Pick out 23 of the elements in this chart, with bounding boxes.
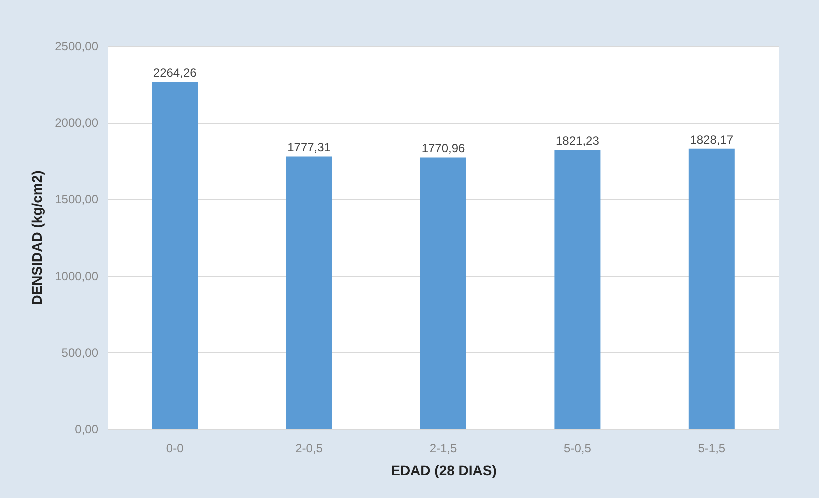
y-tick-label: 0,00: [75, 422, 99, 436]
data-label: 1777,31: [288, 140, 332, 155]
y-tick-label: 500,00: [62, 346, 99, 360]
bar: [688, 148, 735, 429]
bar: [554, 150, 601, 429]
x-tick-label: 5-0,5: [564, 442, 592, 456]
data-label: 1828,17: [690, 132, 734, 147]
bar: [286, 156, 332, 429]
y-tick-label: 1500,00: [55, 192, 99, 207]
bar: [420, 158, 466, 429]
y-tick-label: 2500,00: [55, 40, 99, 54]
y-tick-label: 1000,00: [55, 269, 99, 284]
data-label: 2264,26: [153, 66, 198, 80]
x-axis-title: EDAD (28 DIAS): [391, 462, 497, 478]
y-axis-title: DENSIDAD (kg/cm2): [29, 170, 46, 306]
data-label: 1821,23: [556, 134, 600, 148]
x-tick-label: 0-0: [166, 442, 184, 456]
data-label: 1770,96: [422, 142, 466, 156]
bar: [152, 82, 198, 429]
x-tick-label: 2-1,5: [430, 442, 458, 456]
x-tick-label: 2-0,5: [296, 442, 324, 456]
y-tick-label: 2000,00: [55, 116, 99, 130]
x-tick-label: 5-1,5: [698, 442, 726, 456]
